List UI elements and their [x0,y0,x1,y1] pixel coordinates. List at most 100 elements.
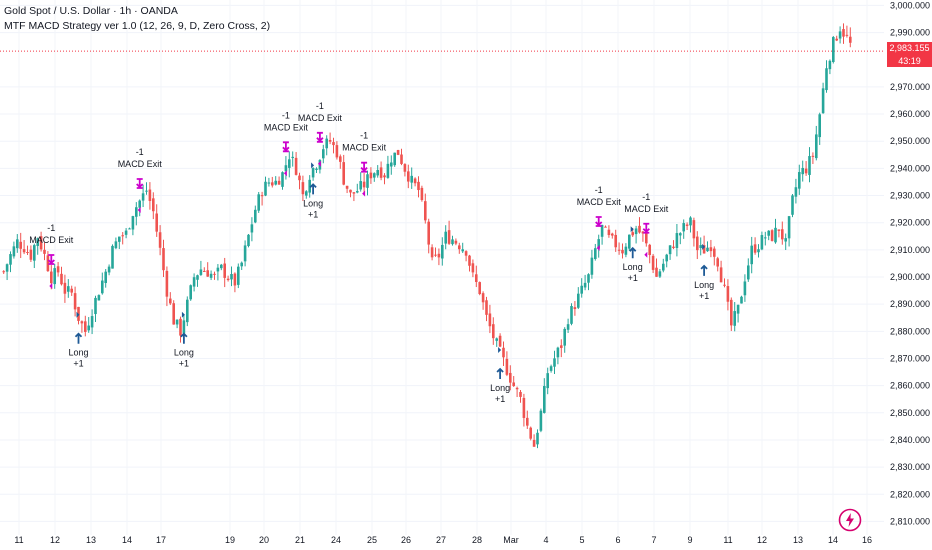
candle-body [430,247,434,258]
price-axis[interactable]: 3,000.000 2,990.000 2,970.000 2,960.000 2,95… [884,0,932,550]
long-marker-icon [181,311,185,318]
candle-body [750,245,753,265]
candle-body [719,267,723,283]
candle-body [16,239,19,249]
candle-body [648,244,651,255]
candle-body [80,321,84,324]
long-qty: +1 [699,291,709,301]
candle-body [689,217,692,226]
time-tick-label: 9 [687,535,692,545]
candle-body [811,155,815,157]
candle-body [495,338,498,341]
candle-body [604,226,607,228]
candle-body [332,142,335,146]
long-arrow-icon [700,264,708,276]
candle-body [114,241,118,249]
candle-body [29,249,33,260]
long-label: Long [303,198,323,208]
candle-body [587,274,590,283]
candle-body [515,387,519,390]
candle-body [383,175,386,178]
price-tick-label: 2,820.000 [890,489,930,499]
candle-body [815,134,818,159]
candle-body [267,182,271,184]
time-tick-label: 12 [50,535,60,545]
candle-body [631,232,634,236]
exit-arrow-icon [282,141,290,153]
candle-body [444,231,447,244]
candle-body [67,286,70,292]
candle-body [519,391,522,397]
candle-body [566,324,570,330]
candle-body [570,306,573,324]
candle-body [743,281,747,296]
candle-body [716,258,719,267]
candle-body [60,273,63,285]
time-tick-label: 11 [723,535,732,545]
candle-body [753,244,757,253]
candle-body [216,267,220,272]
candle-body [600,224,604,237]
candle-body [359,181,362,190]
candle-body [5,264,9,272]
exit-label: MACD Exit [29,235,74,245]
candle-body [658,271,662,277]
candle-body [560,345,563,348]
candle-body [696,236,699,251]
candle-body [121,235,124,237]
candle-body [73,293,77,310]
candle-body [186,299,189,323]
long-marker-icon [630,226,634,233]
candle-body [220,264,223,269]
candle-body [50,271,53,284]
strategy-title[interactable]: MTF MACD Strategy ver 1.0 (12, 26, 9, D,… [4,20,271,32]
candle-body [362,181,366,188]
candle-body [804,168,808,174]
exit-qty: -1 [47,223,55,233]
candle-body [437,253,441,258]
candle-body [22,249,26,253]
candle-body [294,157,298,175]
last-price-tag: 2,983.155 [887,42,932,55]
candle-body [760,235,764,250]
price-tick-label: 2,970.000 [890,82,930,92]
exit-arrow-icon [47,254,55,265]
long-marker-icon [311,162,315,169]
candle-body [481,293,485,303]
candle-body [257,194,260,211]
candle-body [502,347,505,358]
candle-body [774,227,777,243]
long-qty: +1 [308,209,318,219]
tradingview-logo-icon[interactable] [838,508,862,532]
time-tick-label: Mar [503,535,519,545]
time-axis[interactable]: 11 12 13 14 17 19 20 21 24 25 26 27 28 Mar 4 5 6 7 9 11 12 13… [14,535,872,545]
symbol-title[interactable]: Gold Spot / U.S. Dollar · 1h · OANDA [4,5,178,17]
candle-body [461,249,464,252]
candle-body [356,191,359,193]
exit-label: MACD Exit [577,197,622,207]
price-tick-label: 2,840.000 [890,435,930,445]
price-tick-label: 2,870.000 [890,353,930,363]
candle-body [243,245,247,262]
time-tick-label: 14 [122,535,132,545]
exit-qty: -1 [595,185,603,195]
candle-body [488,313,492,327]
candle-body [158,232,162,248]
candle-body [764,237,767,239]
time-tick-label: 16 [862,535,872,545]
candle-body [454,240,458,244]
candle-body [441,244,444,259]
candle-body [233,273,237,286]
candle-body [407,171,410,182]
candle-body [801,167,804,175]
candle-body [641,231,645,234]
candle-body [46,255,50,272]
candle-body [203,270,206,272]
candle-body [379,167,383,178]
candle-body [101,280,104,294]
candle-body [373,173,376,178]
candle-body [747,265,750,280]
candle-body [522,397,526,418]
candle-body [206,270,209,277]
